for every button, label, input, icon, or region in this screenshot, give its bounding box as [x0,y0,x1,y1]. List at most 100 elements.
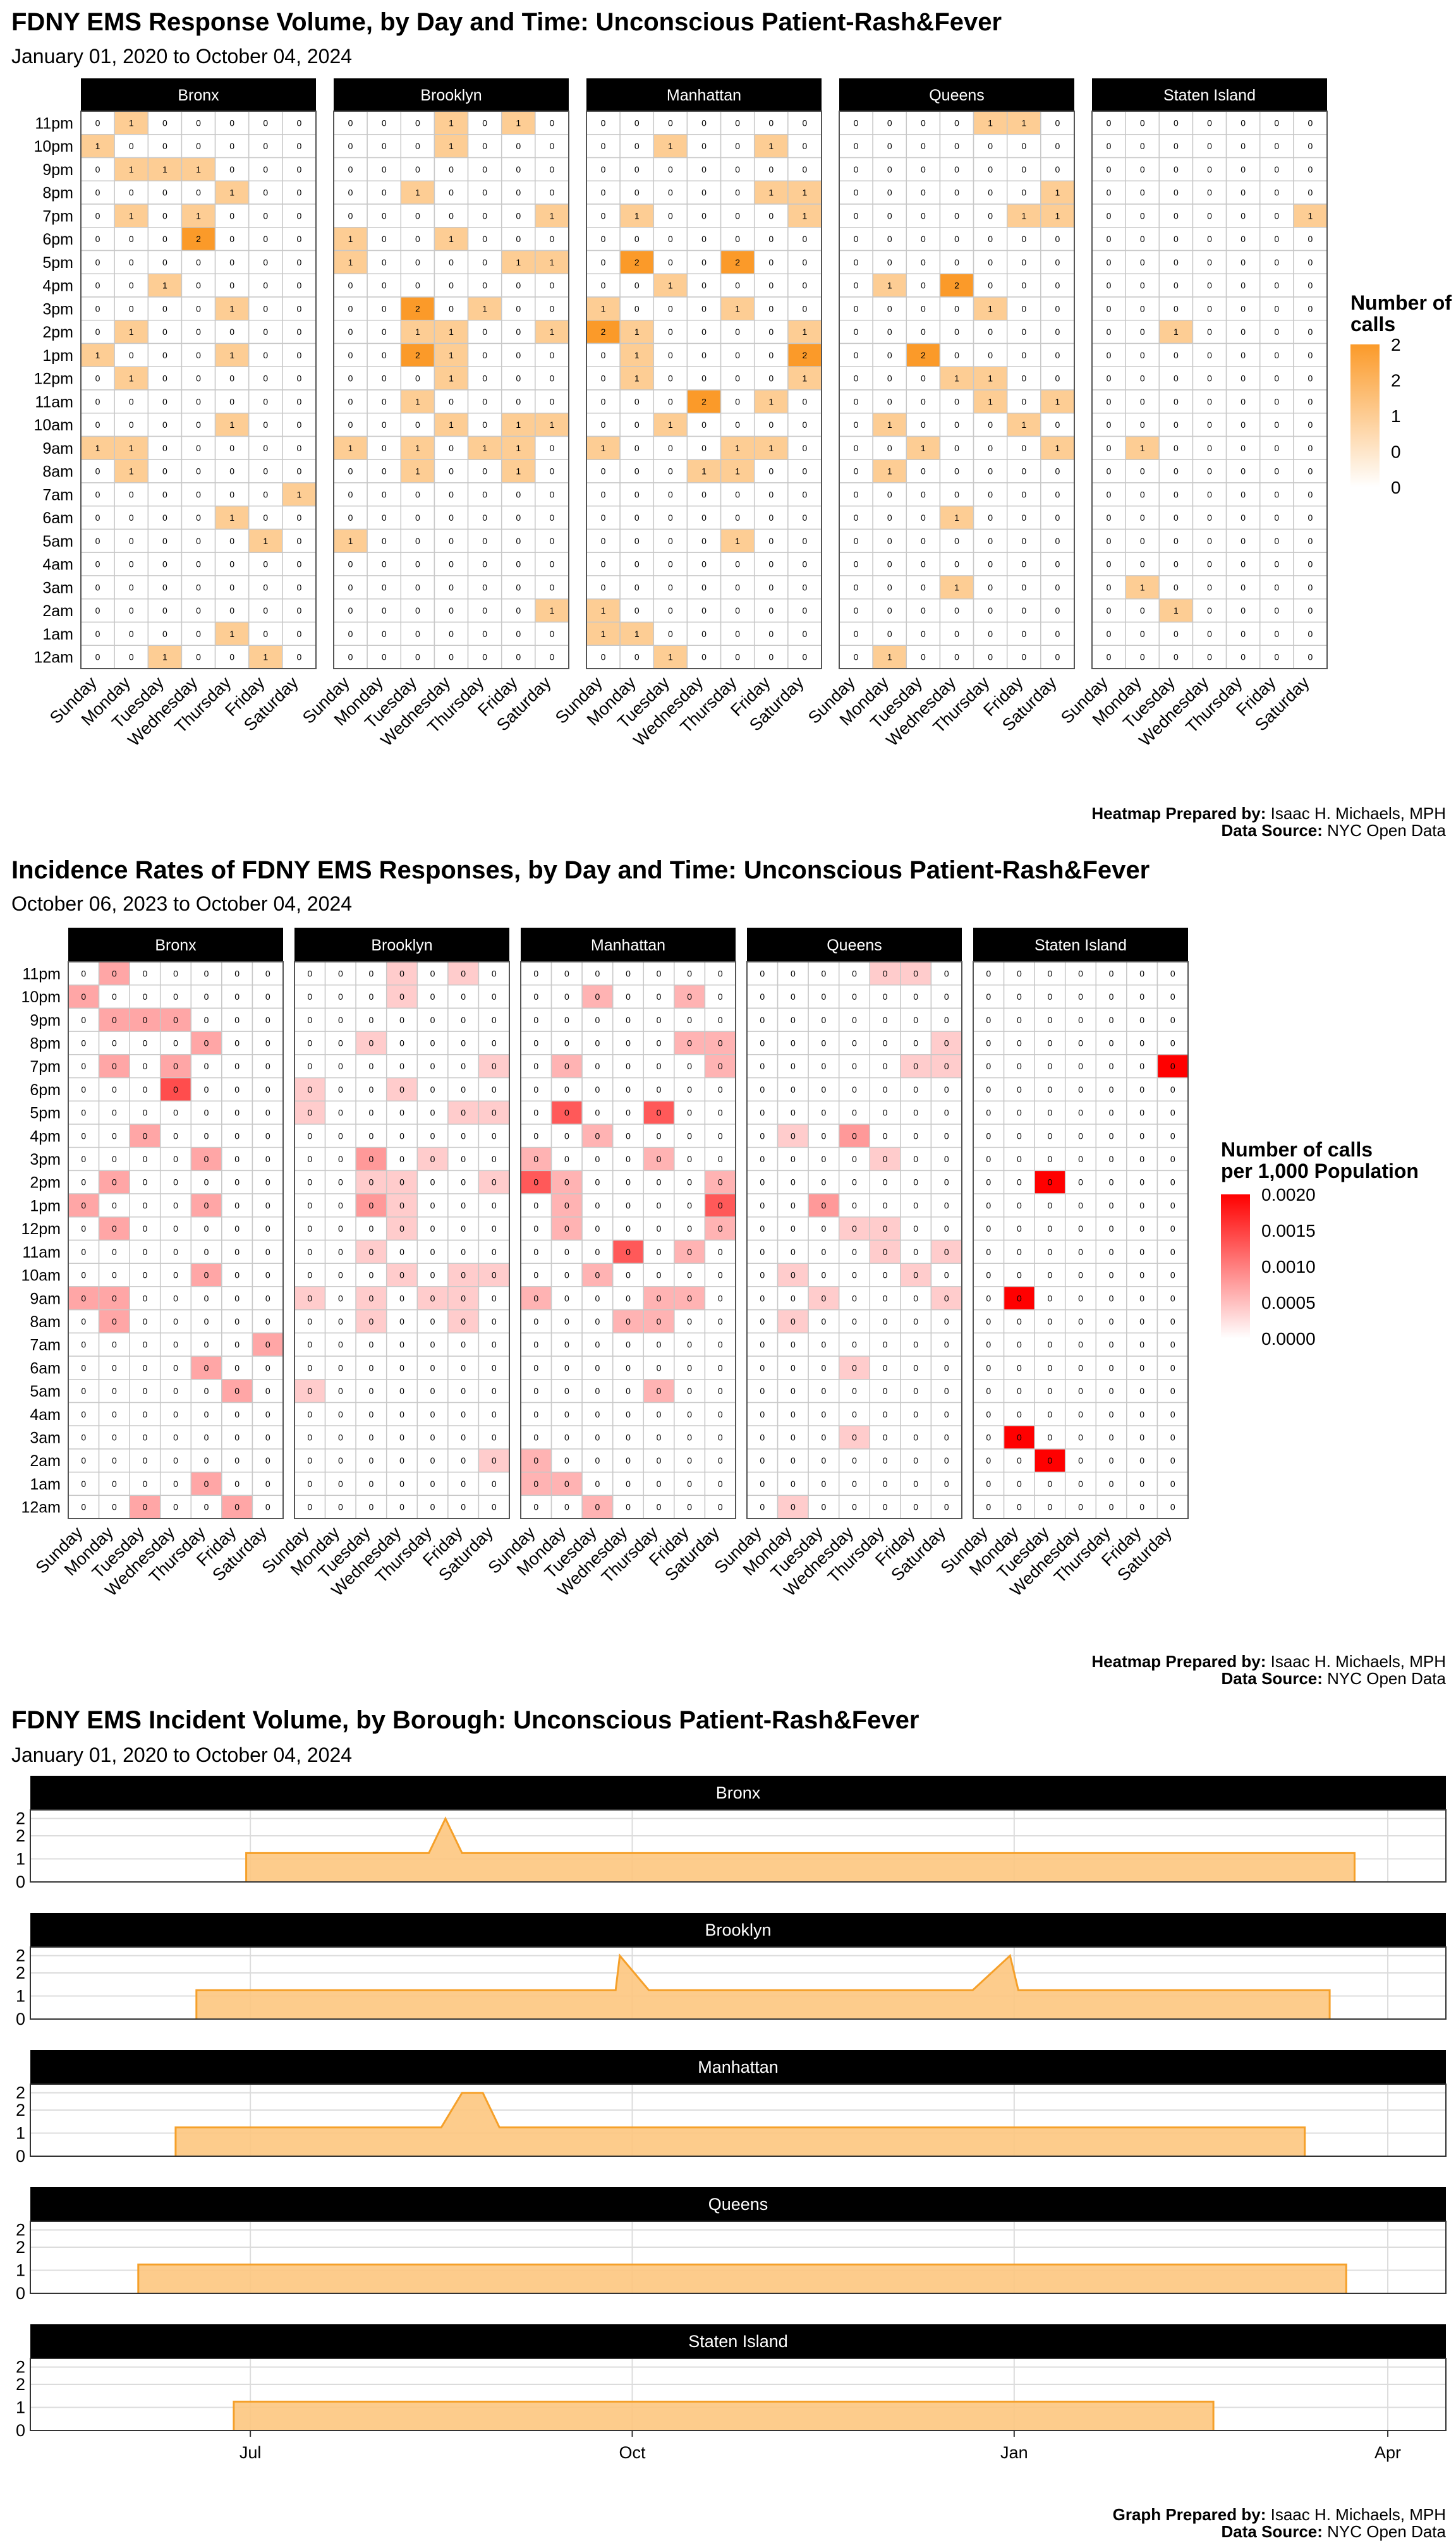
cell-value: 0 [1048,968,1053,978]
cell-value: 0 [921,281,926,291]
cell-value: 0 [112,1061,117,1071]
heatmap-cell [114,203,149,228]
heatmap-cell [282,645,317,669]
cell-value: 0 [988,582,993,592]
cell-value: 0 [369,1154,374,1164]
cell-value: 0 [687,1038,692,1048]
cell-value: 0 [81,1200,86,1210]
heatmap-cell [872,296,907,321]
cell-value: 0 [204,1362,209,1373]
heatmap-cell [434,343,469,367]
heatmap-cell [214,389,250,414]
cell-value: 0 [348,559,353,569]
cell-value: 0 [595,1409,600,1419]
cell-value: 0 [1055,281,1060,291]
cell-value: 0 [887,396,892,406]
cell-value: 0 [492,1223,497,1234]
cell-value: 0 [595,1247,600,1257]
heatmap-cell [248,296,283,321]
cell-value: 0 [921,234,926,244]
cell-value: 0 [791,1409,796,1419]
heatmap-cell [248,134,283,159]
cell-value: 0 [954,396,959,406]
heatmap-cell [114,506,149,530]
cell-value: 0 [791,1502,796,1512]
cell-value: 0 [338,1015,343,1025]
cell-value: 0 [595,1015,600,1025]
y-tick-label: 1 [16,2261,25,2280]
cell-value: 0 [1174,629,1179,639]
cell-value: 0 [1107,118,1112,128]
cell-value: 0 [81,1386,86,1396]
cell-value: 0 [449,629,454,639]
cell-value: 0 [265,1015,270,1025]
cell-value: 0 [162,629,167,639]
cell-value: 0 [1274,281,1279,291]
cell-value: 0 [1274,466,1279,476]
cell-value: 0 [1274,350,1279,360]
cell-value: 0 [760,1479,765,1489]
cell-value: 0 [1078,1015,1083,1025]
cell-value: 0 [482,629,487,639]
cell-value: 0 [1170,1270,1175,1280]
facet-strip [81,78,316,111]
cell-value: 0 [701,327,707,337]
heatmap-cell [147,435,183,460]
cell-value: 0 [822,1015,827,1025]
cell-value: 0 [701,443,707,453]
cell-value: 0 [297,443,302,453]
cell-value: 0 [887,257,892,267]
heatmap-cell [535,506,569,530]
cell-value: 0 [921,536,926,546]
heatmap-cell [500,506,536,530]
y-tick-label: 0 [16,2147,25,2166]
heatmap-cell [787,180,822,205]
cell-value: 0 [1017,1223,1022,1234]
cell-value: 0 [687,1502,692,1512]
heatmap-cell [1040,296,1075,321]
cell-value: 0 [668,350,673,360]
y-tick-label: 9pm [42,161,73,179]
y-tick-label: 9am [42,440,73,458]
cell-value: 0 [988,327,993,337]
y-tick-label: 2 [16,1809,25,1828]
cell-value: 0 [1055,141,1060,151]
cell-value: 0 [516,303,521,313]
cell-value: 1 [415,466,420,476]
cell-value: 0 [1241,605,1246,616]
y-tick-label: 8pm [30,1034,61,1052]
cell-value: 0 [1109,1340,1114,1350]
cell-value: 0 [1107,652,1112,662]
cell-value: 0 [1107,559,1112,569]
cell-value: 0 [657,1270,662,1280]
cell-value: 0 [768,281,774,291]
cell-value: 0 [887,350,892,360]
cell-value: 0 [595,1270,600,1280]
y-tick-label: 4pm [42,277,73,295]
cell-value: 0 [718,968,723,978]
cell-value: 0 [229,210,234,221]
heatmap-cell [872,250,907,274]
cell-value: 0 [297,420,302,430]
cell-value: 0 [143,968,148,978]
cell-value: 1 [95,350,100,360]
cell-value: 0 [1241,559,1246,569]
cell-value: 0 [1139,1362,1144,1373]
cell-value: 0 [348,327,353,337]
heatmap-cell [333,273,368,298]
cell-value: 0 [492,1038,497,1048]
cell-value: 0 [954,629,959,639]
cell-value: 0 [129,536,134,546]
cell-value: 0 [986,1038,991,1048]
cell-value: 1 [229,629,234,639]
cell-value: 0 [944,1247,949,1257]
cell-value: 1 [516,118,521,128]
cell-value: 0 [921,605,926,616]
cell-value: 0 [112,968,117,978]
chart-title: Incidence Rates of FDNY EMS Responses, b… [11,856,1150,884]
heatmap-cell [753,413,789,437]
cell-value: 0 [338,1270,343,1280]
cell-value: 1 [229,188,234,198]
cell-value: 0 [112,1154,117,1164]
cell-value: 0 [550,443,555,453]
